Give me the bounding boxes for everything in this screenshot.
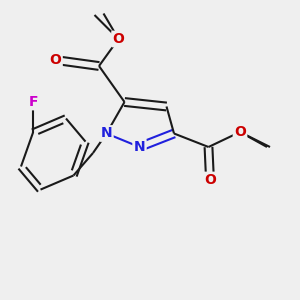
Text: N: N	[101, 127, 112, 140]
Text: O: O	[50, 53, 61, 67]
Text: O: O	[234, 125, 246, 139]
Text: O: O	[204, 173, 216, 187]
Text: F: F	[28, 95, 38, 109]
Text: O: O	[112, 32, 124, 46]
Text: N: N	[134, 140, 145, 154]
